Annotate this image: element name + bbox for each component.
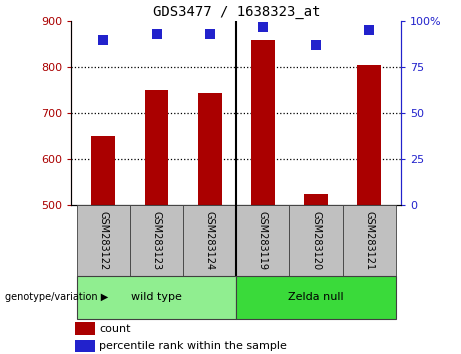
FancyBboxPatch shape [236,205,290,276]
Text: Zelda null: Zelda null [288,292,344,302]
Text: wild type: wild type [131,292,182,302]
Point [366,28,373,33]
Bar [198,93,222,354]
Text: genotype/variation ▶: genotype/variation ▶ [5,292,108,302]
FancyBboxPatch shape [77,205,130,276]
Point [100,37,107,42]
FancyBboxPatch shape [236,276,396,319]
Text: GSM283122: GSM283122 [98,211,108,270]
Text: count: count [100,324,131,333]
Text: GSM283121: GSM283121 [364,211,374,270]
FancyBboxPatch shape [130,205,183,276]
Point [153,31,160,37]
Bar [357,65,381,354]
Text: GSM283120: GSM283120 [311,211,321,270]
Text: percentile rank within the sample: percentile rank within the sample [100,341,287,351]
Title: GDS3477 / 1638323_at: GDS3477 / 1638323_at [153,5,320,19]
Bar [75,340,95,352]
Point [312,42,319,48]
Bar [91,136,115,354]
Bar [145,90,168,354]
Text: GSM283124: GSM283124 [205,211,215,270]
Text: GSM283119: GSM283119 [258,211,268,270]
Point [259,24,266,30]
Bar [304,194,328,354]
Point [206,31,213,37]
Bar [251,40,275,354]
FancyBboxPatch shape [290,205,343,276]
FancyBboxPatch shape [183,205,236,276]
Bar [75,322,95,335]
Text: GSM283123: GSM283123 [152,211,161,270]
FancyBboxPatch shape [77,276,236,319]
FancyBboxPatch shape [343,205,396,276]
